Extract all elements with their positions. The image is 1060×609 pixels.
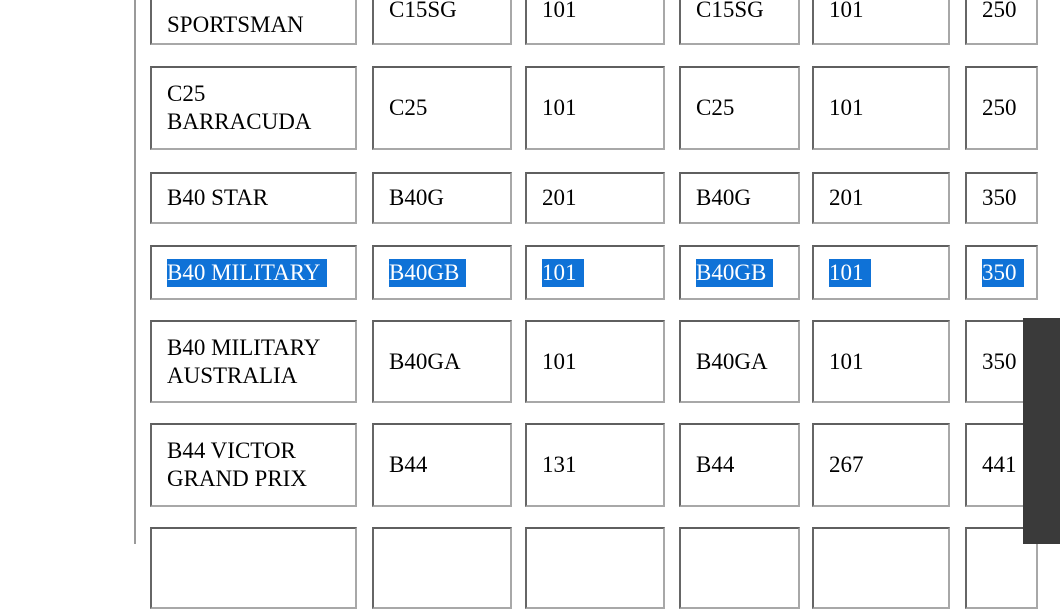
engine-number-cell[interactable]: 101	[525, 66, 665, 150]
frame-code-cell[interactable]	[679, 527, 800, 609]
engine-code-cell[interactable]: C15SG	[372, 0, 512, 45]
engine-code-cell[interactable]: B40GB	[372, 245, 512, 300]
frame-number-cell[interactable]: 101	[812, 320, 950, 403]
frame-code-cell[interactable]: C25	[679, 66, 800, 150]
table-row: B40 MILITARY AUSTRALIA B40GA 101 B40GA 1…	[150, 320, 1040, 403]
selected-text: 101	[542, 258, 584, 287]
capacity-cell[interactable]: 350	[965, 172, 1038, 224]
table-row: C25 BARRACUDA C25 101 C25 101 250	[150, 66, 1040, 150]
selected-text: 101	[829, 258, 871, 287]
table-row	[150, 527, 1040, 609]
frame-number-cell[interactable]: 101	[812, 245, 950, 300]
engine-code-cell[interactable]: B40G	[372, 172, 512, 224]
frame-code-cell[interactable]: B40GA	[679, 320, 800, 403]
engine-number-cell[interactable]	[525, 527, 665, 609]
capacity-cell[interactable]: 250	[965, 0, 1038, 45]
table-row: B40 STAR B40G 201 B40G 201 350	[150, 172, 1040, 224]
engine-code-cell[interactable]: B44	[372, 423, 512, 507]
selected-text: B40GB	[696, 258, 774, 287]
frame-code-cell[interactable]: B40GB	[679, 245, 800, 300]
frame-number-cell[interactable]: 101	[812, 0, 950, 45]
selected-text: B40 MILITARY	[167, 258, 328, 287]
page-left-rule	[134, 0, 136, 544]
engine-number-cell[interactable]: 101	[525, 320, 665, 403]
dark-overlay-panel	[1023, 318, 1060, 544]
engine-number-cell[interactable]: 101	[525, 245, 665, 300]
frame-number-cell[interactable]: 101	[812, 66, 950, 150]
frame-number-cell[interactable]: 267	[812, 423, 950, 507]
engine-number-cell[interactable]: 101	[525, 0, 665, 45]
frame-code-cell[interactable]: B44	[679, 423, 800, 507]
selected-text: 350	[982, 258, 1024, 287]
engine-code-cell[interactable]: C25	[372, 66, 512, 150]
model-name-cell[interactable]: C25 BARRACUDA	[150, 66, 357, 150]
model-name-cell[interactable]: B44 VICTOR GRAND PRIX	[150, 423, 357, 507]
selected-text: B40GB	[389, 258, 467, 287]
frame-number-cell[interactable]: 201	[812, 172, 950, 224]
frame-code-cell[interactable]: B40G	[679, 172, 800, 224]
model-name-cell[interactable]: B40 MILITARY	[150, 245, 357, 300]
frame-number-cell[interactable]	[812, 527, 950, 609]
model-name-cell[interactable]: SPORTSMAN	[150, 0, 357, 45]
model-name-cell[interactable]: B40 STAR	[150, 172, 357, 224]
engine-code-cell[interactable]: B40GA	[372, 320, 512, 403]
capacity-cell[interactable]: 250	[965, 66, 1038, 150]
engine-number-cell[interactable]: 131	[525, 423, 665, 507]
capacity-cell[interactable]: 350	[965, 245, 1038, 300]
engine-code-cell[interactable]	[372, 527, 512, 609]
table-row: B44 VICTOR GRAND PRIX B44 131 B44 267 44…	[150, 423, 1040, 507]
model-name-cell[interactable]: B40 MILITARY AUSTRALIA	[150, 320, 357, 403]
engine-number-cell[interactable]: 201	[525, 172, 665, 224]
table-row-selected: B40 MILITARY B40GB 101 B40GB 101 350	[150, 245, 1040, 300]
model-name-cell[interactable]	[150, 527, 357, 609]
table-row: SPORTSMAN C15SG 101 C15SG 101 250	[150, 0, 1040, 45]
frame-code-cell[interactable]: C15SG	[679, 0, 800, 45]
